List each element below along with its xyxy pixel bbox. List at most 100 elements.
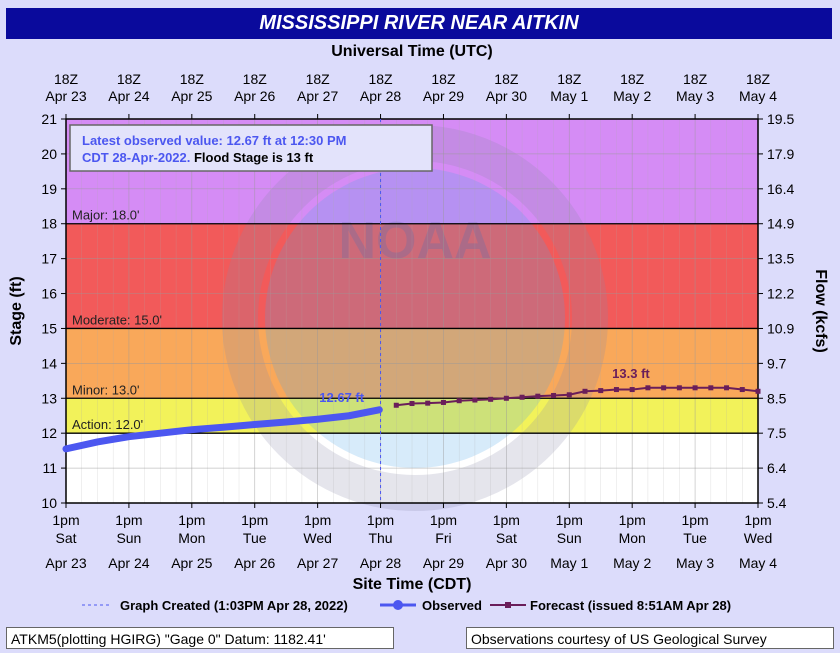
bottom-tick-time: 1pm xyxy=(619,512,646,528)
bottom-tick-time: 1pm xyxy=(681,512,708,528)
bottom-tick-time: 1pm xyxy=(430,512,457,528)
info-flood-stage-text: Flood Stage is 13 ft xyxy=(190,150,313,165)
bottom-tick-date: Apr 24 xyxy=(108,555,149,571)
forecast-point xyxy=(676,385,682,391)
top-tick-date: Apr 29 xyxy=(423,88,464,104)
top-tick-date: May 3 xyxy=(676,88,714,104)
bottom-tick-time: 1pm xyxy=(304,512,331,528)
forecast-point xyxy=(724,385,730,391)
chart-title: MISSISSIPPI RIVER NEAR AITKIN xyxy=(6,8,832,39)
flow-tick-label: 12.2 xyxy=(767,286,794,302)
flow-tick-label: 5.4 xyxy=(767,495,787,511)
bottom-tick-day: Tue xyxy=(683,530,707,546)
bottom-tick-date: Apr 23 xyxy=(45,555,86,571)
bottom-tick-date: Apr 25 xyxy=(171,555,212,571)
top-tick-date: May 4 xyxy=(739,88,777,104)
bottom-tick-day: Sun xyxy=(116,530,141,546)
top-tick-date: May 2 xyxy=(613,88,651,104)
threshold-label: Moderate: 15.0' xyxy=(72,312,162,327)
bottom-tick-time: 1pm xyxy=(115,512,142,528)
forecast-point xyxy=(519,394,525,400)
y-tick-label: 10 xyxy=(41,495,57,511)
top-tick-date: Apr 27 xyxy=(297,88,338,104)
flow-tick-label: 14.9 xyxy=(767,216,794,232)
flow-tick-label: 13.5 xyxy=(767,251,794,267)
info-line-2: CDT 28-Apr-2022. Flood Stage is 13 ft xyxy=(82,150,314,165)
threshold-label: Minor: 13.0' xyxy=(72,382,140,397)
top-tick-date: May 1 xyxy=(550,88,588,104)
forecast-point xyxy=(488,396,494,402)
bottom-tick-date: Apr 29 xyxy=(423,555,464,571)
forecast-point xyxy=(692,385,698,391)
flow-tick-label: 7.5 xyxy=(767,425,787,441)
bottom-tick-day: Wed xyxy=(744,530,773,546)
forecast-point xyxy=(393,402,399,408)
top-tick-hour: 18Z xyxy=(243,71,268,87)
bottom-tick-day: Mon xyxy=(619,530,646,546)
bottom-tick-day: Sat xyxy=(55,530,76,546)
bottom-tick-day: Sat xyxy=(496,530,517,546)
top-tick-hour: 18Z xyxy=(368,71,393,87)
bottom-tick-time: 1pm xyxy=(241,512,268,528)
y-tick-label: 17 xyxy=(41,251,57,267)
y-tick-label: 13 xyxy=(41,390,57,406)
bottom-tick-time: 1pm xyxy=(52,512,79,528)
forecast-point xyxy=(551,392,557,398)
bottom-tick-time: 1pm xyxy=(744,512,771,528)
flow-tick-label: 17.9 xyxy=(767,146,794,162)
forecast-point xyxy=(708,385,714,391)
bottom-tick-day: Fri xyxy=(435,530,451,546)
forecast-point xyxy=(409,401,415,407)
flow-axis-title: Flow (kcfs) xyxy=(812,269,829,353)
bottom-tick-day: Mon xyxy=(178,530,205,546)
legend-observed-label: Observed xyxy=(422,598,482,613)
y-tick-label: 16 xyxy=(41,286,57,302)
y-tick-label: 19 xyxy=(41,181,57,197)
bottom-tick-time: 1pm xyxy=(178,512,205,528)
observed-line xyxy=(62,406,383,453)
forecast-point xyxy=(739,387,745,393)
top-tick-hour: 18Z xyxy=(431,71,456,87)
top-tick-date: Apr 30 xyxy=(486,88,527,104)
forecast-point xyxy=(629,387,635,393)
y-tick-label: 15 xyxy=(41,320,57,336)
top-tick-hour: 18Z xyxy=(746,71,771,87)
top-tick-hour: 18Z xyxy=(180,71,205,87)
threshold-label: Action: 12.0' xyxy=(72,417,143,432)
forecast-point xyxy=(535,393,541,399)
y-tick-label: 18 xyxy=(41,216,57,232)
bottom-tick-day: Wed xyxy=(303,530,332,546)
y-tick-label: 20 xyxy=(41,146,57,162)
info-box xyxy=(69,124,433,172)
forecast-point xyxy=(755,388,761,394)
noaa-watermark-disc xyxy=(265,168,565,468)
top-tick-date: Apr 25 xyxy=(171,88,212,104)
forecast-line xyxy=(396,386,759,407)
threshold-label: Major: 18.0' xyxy=(72,208,140,223)
y-axis-title: Stage (ft) xyxy=(8,276,25,345)
y-tick-label: 14 xyxy=(41,355,57,371)
flow-tick-label: 6.4 xyxy=(767,460,787,476)
top-tick-hour: 18Z xyxy=(117,71,142,87)
info-date-text: CDT 28-Apr-2022. xyxy=(82,150,190,165)
noaa-watermark-text: NOAA xyxy=(338,212,491,270)
y-tick-label: 11 xyxy=(42,460,57,476)
top-tick-hour: 18Z xyxy=(494,71,519,87)
flow-tick-label: 10.9 xyxy=(767,320,794,336)
flow-tick-label: 8.5 xyxy=(767,390,787,406)
bottom-tick-date: May 3 xyxy=(676,555,714,571)
bottom-tick-date: Apr 28 xyxy=(360,555,401,571)
legend-forecast-marker xyxy=(505,602,511,608)
bottom-tick-time: 1pm xyxy=(556,512,583,528)
top-tick-hour: 18Z xyxy=(683,71,708,87)
top-tick-date: Apr 23 xyxy=(45,88,86,104)
forecast-point xyxy=(456,398,462,404)
forecast-point xyxy=(503,395,509,401)
top-tick-date: Apr 26 xyxy=(234,88,275,104)
forecast-point xyxy=(472,397,478,403)
y-tick-label: 12 xyxy=(41,425,57,441)
zone-moderate xyxy=(66,223,758,329)
legend-forecast-label: Forecast (issued 8:51AM Apr 28) xyxy=(530,598,731,613)
plot-frame xyxy=(65,118,759,504)
